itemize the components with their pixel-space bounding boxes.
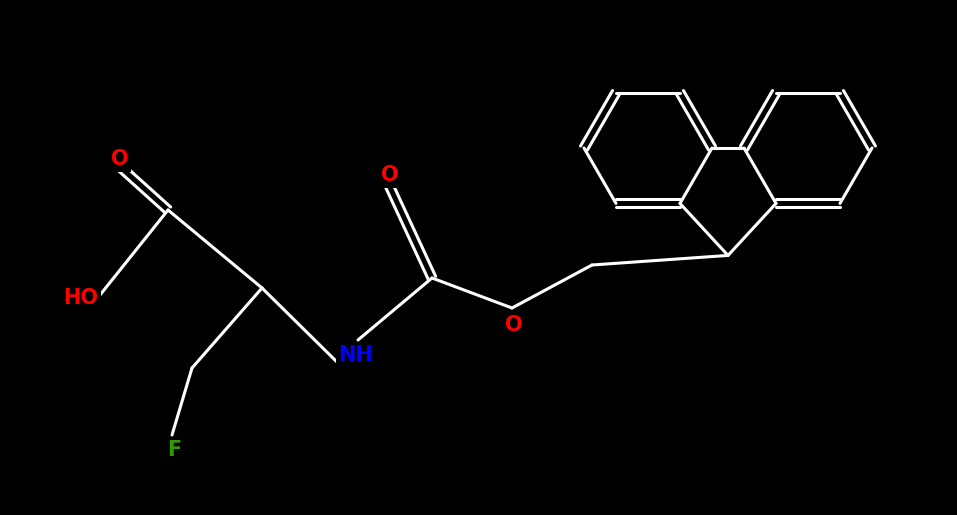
Text: O: O: [505, 315, 523, 335]
Text: O: O: [111, 149, 129, 169]
Text: HO: HO: [63, 288, 98, 308]
Text: O: O: [381, 165, 399, 185]
Text: F: F: [167, 440, 181, 460]
Text: NH: NH: [339, 345, 373, 365]
